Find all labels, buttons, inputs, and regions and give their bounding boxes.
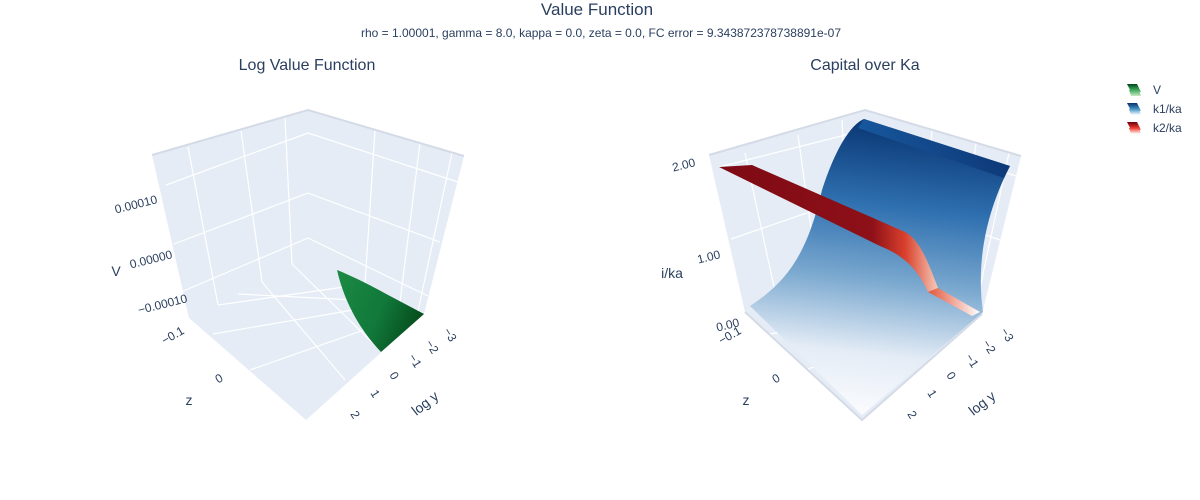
x-tick-5: 2 bbox=[347, 408, 363, 421]
z-tick-2: −0.00010 bbox=[136, 291, 189, 317]
legend: V k1/ka k2/ka bbox=[1127, 83, 1182, 135]
scene-right-y-title: z bbox=[743, 392, 750, 408]
x-tick-2: −1 bbox=[405, 351, 424, 370]
legend-swatch-V bbox=[1127, 84, 1141, 96]
legend-item-k1[interactable]: k1/ka bbox=[1127, 102, 1182, 116]
series-V-surface bbox=[337, 270, 424, 352]
scene-left-y-title: z bbox=[186, 392, 193, 408]
x-tick-4: 1 bbox=[924, 387, 940, 400]
legend-label-V: V bbox=[1153, 83, 1161, 97]
z-tick-2: 0.00 bbox=[715, 315, 741, 334]
figure-subtitle: rho = 1.00001, gamma = 8.0, kappa = 0.0,… bbox=[361, 26, 841, 40]
figure-title: Value Function bbox=[541, 0, 653, 19]
x-tick-1: −2 bbox=[979, 337, 998, 356]
z-tick-1: 0.00000 bbox=[128, 247, 174, 271]
series-k1-surface-top bbox=[858, 119, 1010, 178]
legend-label-k1: k1/ka bbox=[1153, 102, 1182, 116]
x-tick-0: −3 bbox=[997, 325, 1016, 344]
x-tick-0: −3 bbox=[440, 325, 459, 344]
scene-left[interactable]: Log Value Function bbox=[111, 57, 465, 422]
x-tick-1: −2 bbox=[422, 337, 441, 356]
x-tick-5: 2 bbox=[904, 408, 920, 421]
legend-swatch-k2 bbox=[1127, 122, 1141, 134]
legend-label-k2: k2/ka bbox=[1153, 121, 1182, 135]
y-tick-0: −0.1 bbox=[159, 323, 187, 347]
z-tick-1: 1.00 bbox=[696, 247, 722, 266]
z-tick-0: 2.00 bbox=[671, 155, 697, 174]
legend-item-k2[interactable]: k2/ka bbox=[1127, 121, 1182, 135]
right-back-wall bbox=[308, 110, 464, 314]
y-tick-1: 0 bbox=[213, 371, 226, 387]
scene-left-title: Log Value Function bbox=[239, 57, 376, 74]
x-tick-2: −1 bbox=[962, 351, 981, 370]
legend-swatch-k1 bbox=[1127, 103, 1141, 115]
scene-right[interactable]: Capital over Ka 2.00 bbox=[661, 57, 1022, 422]
series-k2-surface-tail bbox=[928, 288, 980, 316]
scene-right-z-title: i/ka bbox=[661, 265, 683, 281]
series-k2-surface bbox=[719, 165, 938, 292]
scene-left-grid bbox=[165, 117, 459, 381]
scene-left-x-title: log y bbox=[408, 388, 441, 419]
scene-right-title: Capital over Ka bbox=[810, 57, 919, 74]
x-tick-3: 0 bbox=[386, 369, 402, 382]
scene-right-x-title: log y bbox=[965, 388, 998, 419]
x-tick-4: 1 bbox=[367, 387, 383, 400]
scene-left-z-title: V bbox=[111, 263, 121, 279]
legend-item-V[interactable]: V bbox=[1127, 83, 1161, 97]
scene-right-z-ticks: 2.00 1.00 0.00 bbox=[671, 155, 741, 334]
z-tick-0: 0.00010 bbox=[113, 192, 159, 216]
x-tick-3: 0 bbox=[943, 369, 959, 382]
series-k1-surface-body bbox=[750, 119, 1010, 415]
y-tick-1: 0 bbox=[770, 371, 783, 387]
